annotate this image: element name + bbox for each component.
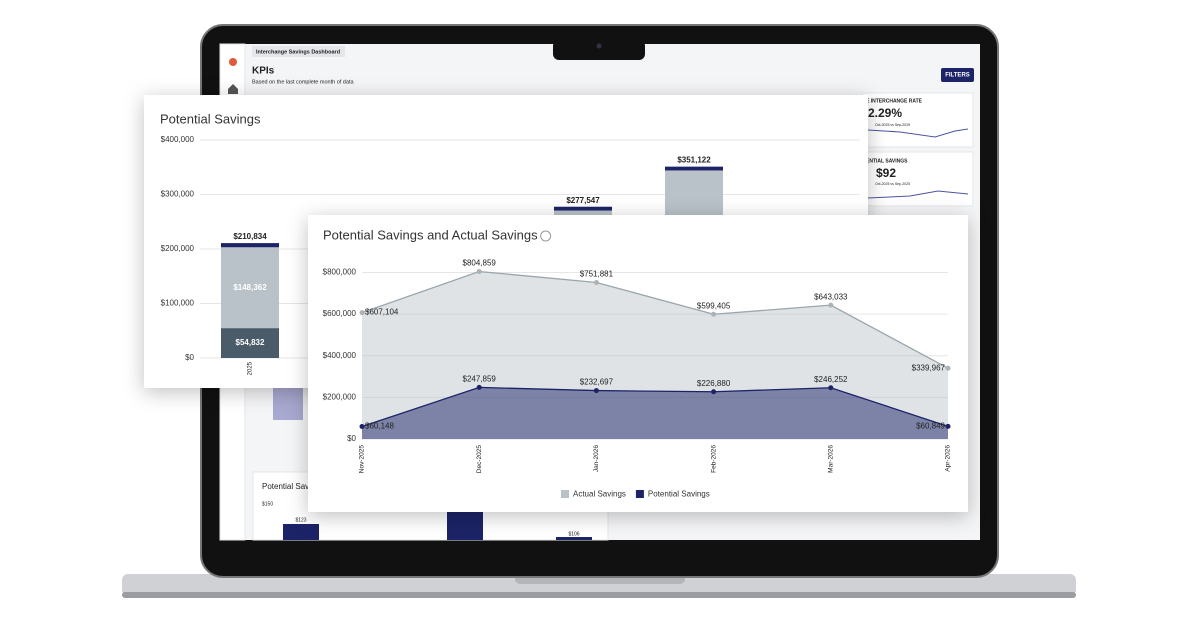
info-icon — [540, 230, 552, 242]
card — [308, 215, 968, 512]
background-bar — [273, 388, 303, 420]
background-label: $123 — [295, 517, 306, 523]
kpi-note: Oct-2025 vs Sep-2025 — [875, 182, 910, 186]
y-tick-label: $200,000 — [161, 244, 195, 253]
filters-label: FILTERS — [945, 73, 970, 79]
data-label: $607,104 — [365, 308, 399, 317]
point — [945, 423, 951, 429]
data-label: $226,880 — [697, 379, 731, 388]
background-bar — [556, 537, 592, 540]
data-label: $599,405 — [697, 301, 731, 310]
tab-label: Interchange Savings Dashboard — [256, 49, 340, 55]
segment-label: $148,362 — [233, 283, 267, 292]
bar-segment — [221, 243, 279, 248]
x-tick-label: Apr-2026 — [945, 445, 952, 472]
camera — [596, 43, 602, 49]
bar-segment — [554, 206, 612, 211]
kpi-card — [861, 92, 974, 148]
y-tick-label: $0 — [185, 353, 194, 362]
legend-swatch — [635, 490, 644, 498]
heading: KPIs — [252, 66, 275, 77]
kpi-label: E INTERCHANGE RATE — [866, 98, 923, 104]
point — [476, 268, 482, 274]
point — [593, 388, 599, 394]
camera-notch — [553, 40, 645, 60]
point — [359, 423, 365, 429]
segment-label: $54,832 — [236, 338, 265, 347]
total-label: $210,834 — [233, 232, 267, 241]
point — [593, 280, 599, 286]
legend-label: Actual Savings — [573, 490, 626, 499]
kpi-note: Oct-2025 vs Sep-2025 — [875, 123, 910, 127]
data-label: $751,881 — [580, 270, 614, 279]
filters-button[interactable] — [941, 68, 974, 82]
subheading: Based on the last complete month of data — [252, 79, 354, 85]
area — [362, 387, 948, 439]
data-label: $339,967 — [912, 363, 946, 372]
bar-segment — [665, 166, 723, 171]
point — [711, 389, 717, 395]
chart-title: Potential Savings — [160, 111, 261, 126]
background-bar — [283, 524, 319, 540]
x-tick-label: Nov-2025 — [359, 445, 366, 474]
y-tick-label: $400,000 — [323, 351, 357, 360]
data-label: $247,859 — [463, 375, 497, 384]
x-tick-label: Feb-2026 — [710, 445, 717, 473]
tab[interactable] — [252, 46, 345, 57]
y-tick-label: $400,000 — [161, 135, 195, 144]
laptop-base-edge — [122, 592, 1076, 598]
total-label: $277,547 — [566, 196, 600, 205]
point — [359, 310, 365, 316]
chart-title: Potential Savings and Actual Savings — [323, 227, 538, 242]
data-label: $60,849 — [916, 421, 945, 430]
kpi-value: $92 — [876, 166, 896, 180]
y-tick-label: $800,000 — [323, 268, 357, 277]
background-axis-label: $150 — [262, 501, 273, 507]
kpi-label: ENTIAL SAVINGS — [866, 158, 908, 164]
y-tick-label: $300,000 — [161, 190, 195, 199]
background-panel-title: Potential Savi — [262, 482, 311, 491]
point — [945, 365, 951, 371]
y-tick-label: $100,000 — [161, 299, 195, 308]
area-chart: Potential Savings and Actual Savings $0 $2… — [323, 227, 952, 498]
x-tick-label: 2025 — [248, 361, 254, 375]
x-tick-label: Mar-2026 — [828, 445, 835, 473]
legend-swatch — [561, 490, 569, 498]
data-label: $643,033 — [814, 292, 848, 301]
data-label: $246,252 — [814, 375, 848, 384]
kpi-sparkline — [867, 128, 969, 138]
kpi-value: 2.29% — [868, 106, 902, 120]
data-label: $804,859 — [463, 259, 497, 268]
bar-segment — [221, 247, 279, 329]
logo — [229, 58, 237, 66]
data-label: $232,697 — [580, 378, 614, 387]
legend-label: Potential Savings — [648, 490, 710, 499]
y-tick-label: $0 — [347, 434, 356, 443]
x-tick-label: Dec-2025 — [476, 445, 483, 474]
card-bg — [308, 215, 968, 512]
line — [361, 386, 949, 428]
point — [711, 311, 717, 317]
total-label: $351,122 — [677, 156, 711, 165]
point — [828, 385, 834, 391]
point — [476, 384, 482, 390]
kpi-sparkline — [867, 190, 969, 199]
laptop-base — [122, 574, 1076, 596]
home-icon[interactable] — [228, 84, 238, 94]
point — [828, 302, 834, 308]
y-tick-label: $200,000 — [323, 392, 357, 401]
bar-segment — [221, 328, 279, 358]
data-label: $60,148 — [365, 422, 394, 431]
line — [361, 270, 949, 369]
y-tick-label: $600,000 — [323, 309, 357, 318]
x-tick-label: Jan-2026 — [593, 445, 600, 472]
background-label: $106 — [568, 531, 579, 537]
